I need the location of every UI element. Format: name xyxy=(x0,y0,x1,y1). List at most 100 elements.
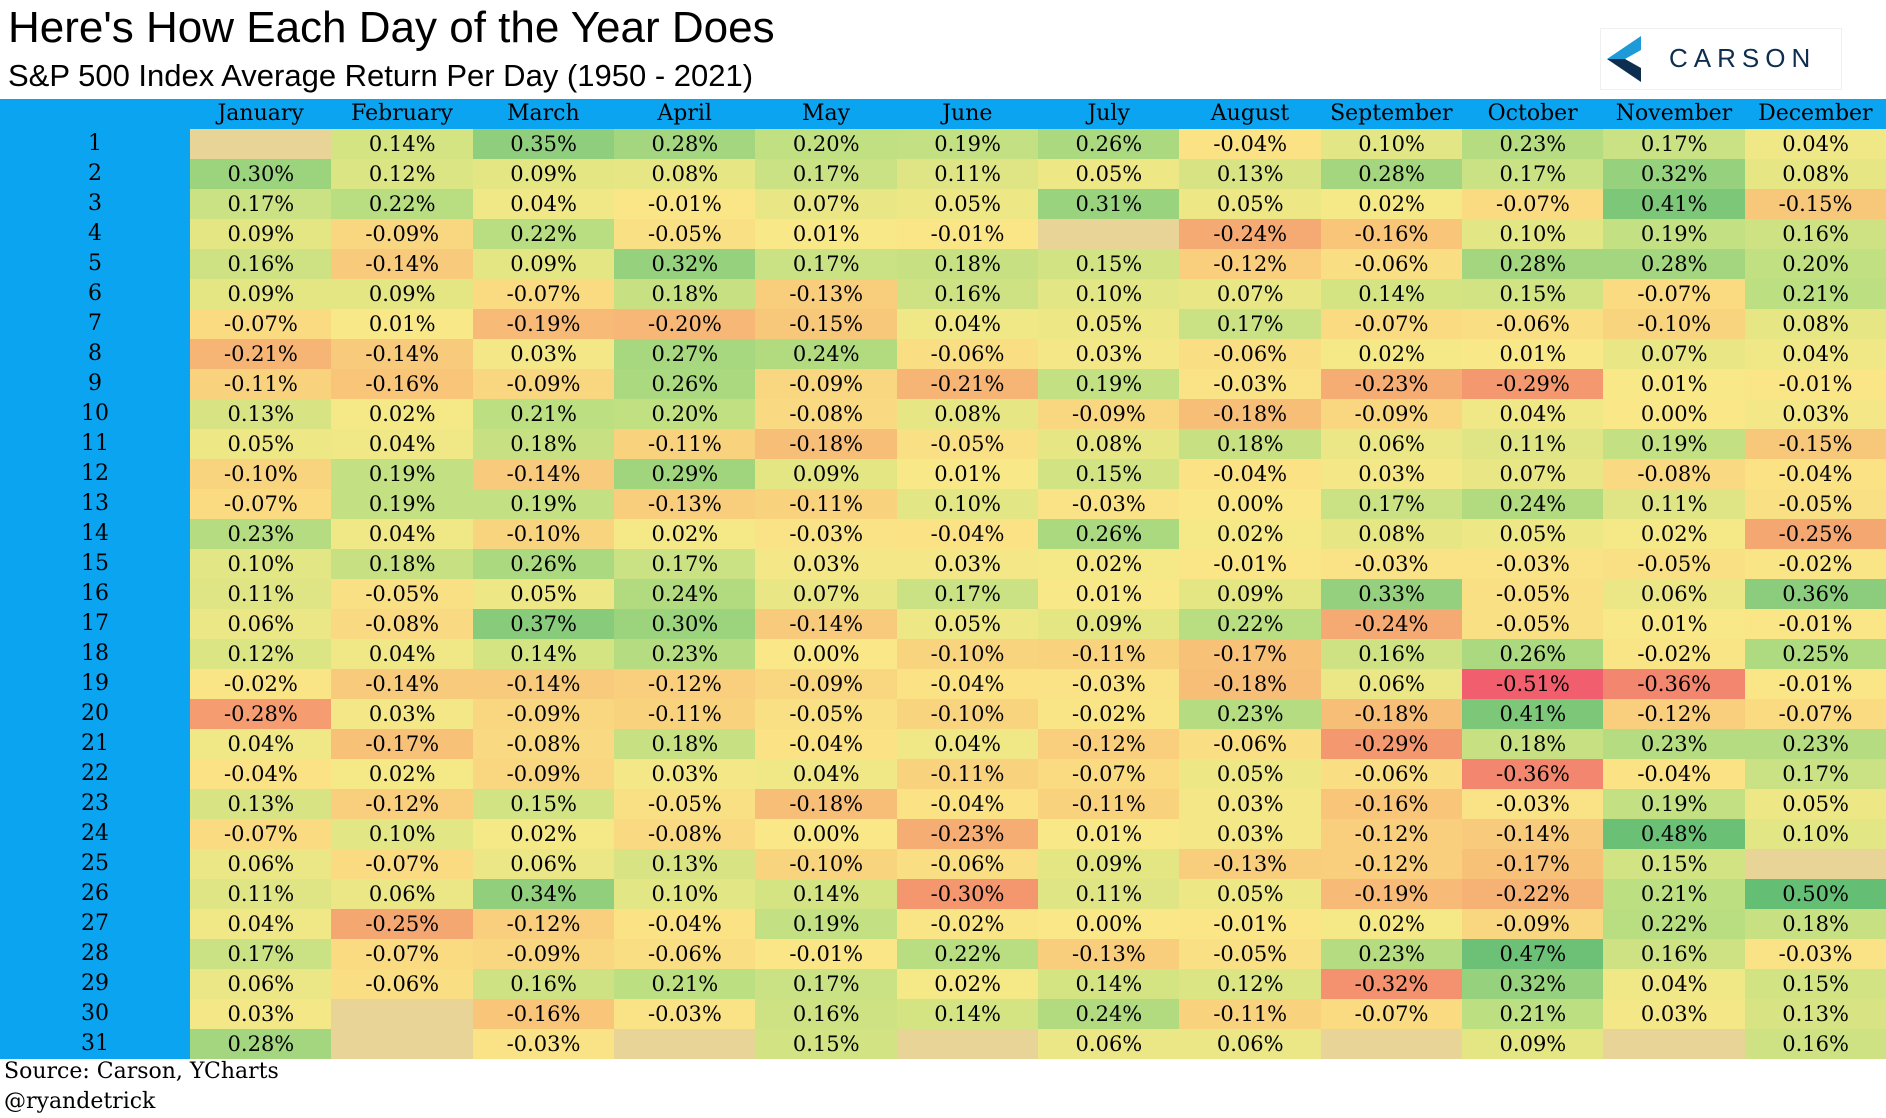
heatmap-cell-november-7: -0.10% xyxy=(1603,309,1746,339)
heatmap-cell-october-26: -0.22% xyxy=(1462,879,1604,909)
heatmap-cell-august-25: -0.13% xyxy=(1179,849,1322,879)
heatmap-cell-november-1: 0.17% xyxy=(1603,129,1746,159)
heatmap-cell-august-6: 0.07% xyxy=(1179,279,1322,309)
heatmap-cell-august-28: -0.05% xyxy=(1179,939,1322,969)
heatmap-cell-march-24: 0.02% xyxy=(472,819,615,849)
heatmap-cell-february-9: -0.16% xyxy=(331,369,474,399)
day-label-column: 1 2 3 4 5 6 7 8 9 10 11 12 13 14 15 16 17 18 19 20 21 22 23 24 2… xyxy=(0,129,190,1059)
heatmap-cell-june-19: -0.04% xyxy=(896,669,1039,699)
heatmap-cell-july-31: 0.06% xyxy=(1038,1029,1180,1059)
heatmap-cell-february-27: -0.25% xyxy=(331,909,474,939)
heatmap-cell-may-21: -0.04% xyxy=(755,729,898,759)
heatmap-cell-october-1: 0.23% xyxy=(1462,129,1604,159)
heatmap-cell-october-13: 0.24% xyxy=(1462,489,1604,519)
heatmap-cell-january-16: 0.11% xyxy=(190,579,332,609)
day-label-20: 20 xyxy=(81,701,109,726)
heatmap-cell-august-20: 0.23% xyxy=(1179,699,1322,729)
heatmap-cell-july-3: 0.31% xyxy=(1038,189,1180,219)
heatmap-cell-july-24: 0.01% xyxy=(1038,819,1180,849)
month-label-march: March xyxy=(506,101,580,126)
heatmap-cell-september-12: 0.03% xyxy=(1320,459,1463,489)
heatmap-cell-april-30: -0.03% xyxy=(614,999,756,1029)
heatmap-cell-august-19: -0.18% xyxy=(1179,669,1322,699)
heatmap-cell-february-29: -0.06% xyxy=(331,969,474,999)
heatmap-cell-october-8: 0.01% xyxy=(1462,339,1604,369)
day-label-2: 2 xyxy=(88,161,102,186)
heatmap-cell-september-2: 0.28% xyxy=(1320,159,1463,189)
heatmap-cell-february-25: -0.07% xyxy=(331,849,474,879)
heatmap-cell-november-29: 0.04% xyxy=(1603,969,1746,999)
heatmap-cell-may-6: -0.13% xyxy=(755,279,898,309)
heatmap-cell-july-7: 0.05% xyxy=(1038,309,1180,339)
month-label-july: July xyxy=(1087,101,1130,126)
heatmap-cell-march-9: -0.09% xyxy=(472,369,615,399)
heatmap-cell-july-15: 0.02% xyxy=(1038,549,1180,579)
day-label-7: 7 xyxy=(88,311,102,336)
heatmap-cell-december-12: -0.04% xyxy=(1744,459,1886,489)
month-label-january: January xyxy=(217,101,304,126)
heatmap-cell-december-28: -0.03% xyxy=(1744,939,1886,969)
heatmap-cell-november-4: 0.19% xyxy=(1603,219,1746,249)
heatmap-cell-august-15: -0.01% xyxy=(1179,549,1322,579)
heatmap-cell-march-28: -0.09% xyxy=(472,939,615,969)
heatmap-cell-september-22: -0.06% xyxy=(1320,759,1463,789)
heatmap-cell-march-20: -0.09% xyxy=(472,699,615,729)
heatmap-cell-april-27: -0.04% xyxy=(614,909,756,939)
heatmap-cell-february-26: 0.06% xyxy=(331,879,474,909)
heatmap-cell-august-31: 0.06% xyxy=(1179,1029,1322,1059)
heatmap-cell-march-31: -0.03% xyxy=(472,1029,615,1059)
heatmap-cell-july-18: -0.11% xyxy=(1038,639,1180,669)
heatmap-cell-march-5: 0.09% xyxy=(472,249,615,279)
heatmap-cell-march-8: 0.03% xyxy=(472,339,615,369)
heatmap-cell-december-13: -0.05% xyxy=(1744,489,1886,519)
heatmap-cell-june-8: -0.06% xyxy=(896,339,1039,369)
heatmap-cell-march-1: 0.35% xyxy=(472,129,615,159)
heatmap-cell-september-7: -0.07% xyxy=(1320,309,1463,339)
day-label-3: 3 xyxy=(88,191,102,216)
heatmap-cell-march-19: -0.14% xyxy=(472,669,615,699)
heatmap-cell-november-8: 0.07% xyxy=(1603,339,1746,369)
heatmap-cell-may-2: 0.17% xyxy=(755,159,898,189)
heatmap-cell-october-23: -0.03% xyxy=(1462,789,1604,819)
heatmap-cell-november-28: 0.16% xyxy=(1603,939,1746,969)
heatmap-cell-august-29: 0.12% xyxy=(1179,969,1322,999)
heatmap-cell-february-20: 0.03% xyxy=(331,699,474,729)
heatmap-cell-april-7: -0.20% xyxy=(614,309,756,339)
heatmap-cell-january-11: 0.05% xyxy=(190,429,332,459)
heatmap-cell-january-30: 0.03% xyxy=(190,999,332,1029)
heatmap-cell-may-12: 0.09% xyxy=(755,459,898,489)
heatmap-cell-december-20: -0.07% xyxy=(1744,699,1886,729)
heatmap-cell-march-15: 0.26% xyxy=(472,549,615,579)
month-label-august: August xyxy=(1210,101,1290,126)
heatmap-cell-september-1: 0.10% xyxy=(1320,129,1463,159)
heatmap-cell-january-4: 0.09% xyxy=(190,219,332,249)
heatmap-cell-may-17: -0.14% xyxy=(755,609,898,639)
heatmap-cell-october-28: 0.47% xyxy=(1462,939,1604,969)
heatmap-cell-may-29: 0.17% xyxy=(755,969,898,999)
heatmap-cell-august-9: -0.03% xyxy=(1179,369,1322,399)
heatmap-cell-october-25: -0.17% xyxy=(1462,849,1604,879)
heatmap-cell-april-26: 0.10% xyxy=(614,879,756,909)
heatmap-cell-november-23: 0.19% xyxy=(1603,789,1746,819)
heatmap-cell-august-2: 0.13% xyxy=(1179,159,1322,189)
heatmap-cell-october-14: 0.05% xyxy=(1462,519,1604,549)
heatmap-cell-april-28: -0.06% xyxy=(614,939,756,969)
heatmap-cell-march-18: 0.14% xyxy=(472,639,615,669)
heatmap-cell-april-2: 0.08% xyxy=(614,159,756,189)
carson-logo-icon xyxy=(1607,36,1641,82)
heatmap: January February March April May June July Augu… xyxy=(0,99,1886,1059)
heatmap-cell-february-3: 0.22% xyxy=(331,189,474,219)
heatmap-cell-august-5: -0.12% xyxy=(1179,249,1322,279)
heatmap-cell-may-9: -0.09% xyxy=(755,369,898,399)
day-label-12: 12 xyxy=(81,461,109,486)
heatmap-cell-december-4: 0.16% xyxy=(1744,219,1886,249)
heatmap-cell-september-23: -0.16% xyxy=(1320,789,1463,819)
heatmap-cell-october-24: -0.14% xyxy=(1462,819,1604,849)
heatmap-cell-april-25: 0.13% xyxy=(614,849,756,879)
heatmap-cell-november-24: 0.48% xyxy=(1603,819,1746,849)
heatmap-cell-june-4: -0.01% xyxy=(896,219,1039,249)
day-label-25: 25 xyxy=(81,851,109,876)
heatmap-cell-april-15: 0.17% xyxy=(614,549,756,579)
heatmap-cell-may-24: 0.00% xyxy=(755,819,898,849)
heatmap-cell-august-14: 0.02% xyxy=(1179,519,1322,549)
